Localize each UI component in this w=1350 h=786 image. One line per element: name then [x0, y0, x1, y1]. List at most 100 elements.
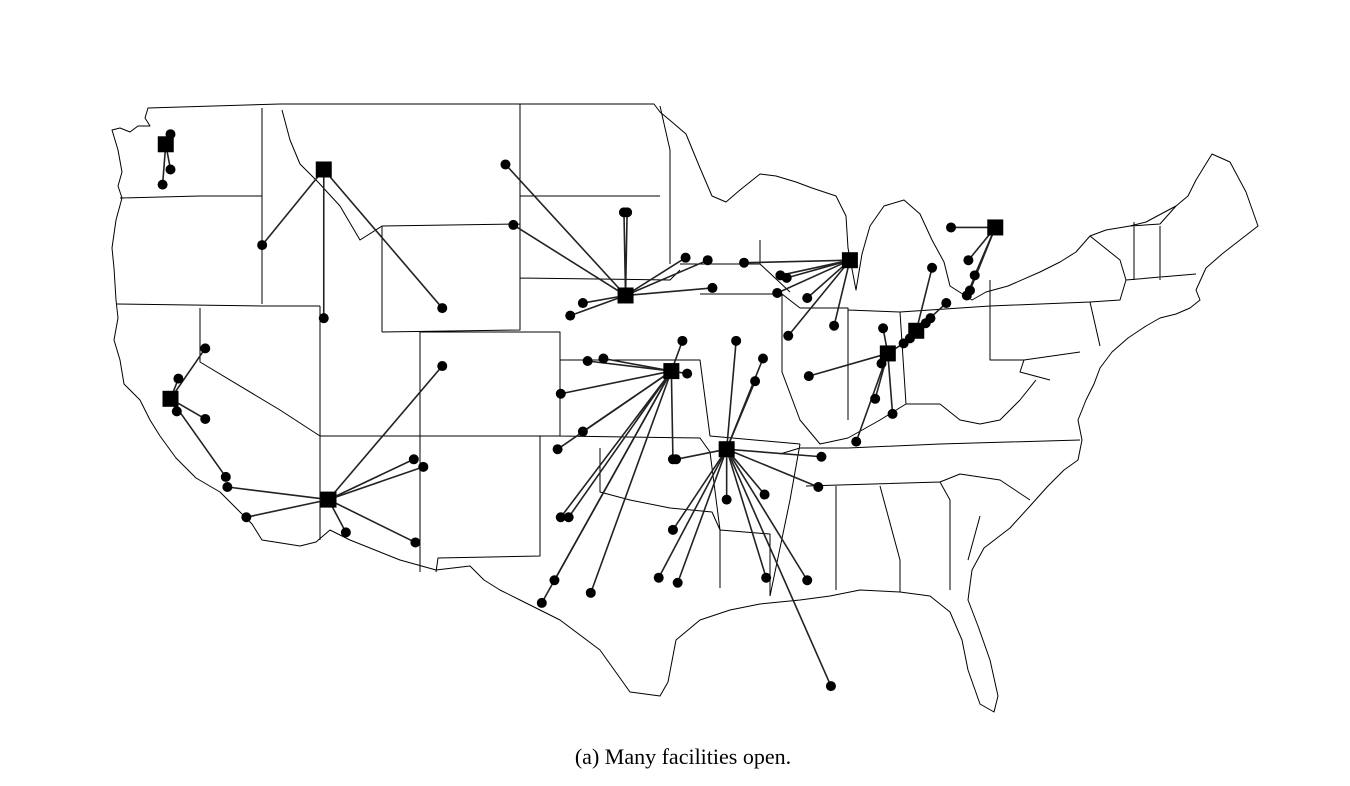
assignment-link	[808, 352, 889, 377]
assignment-link	[725, 448, 767, 578]
customer-point	[870, 393, 881, 404]
customer-point	[851, 436, 862, 447]
assignment-link	[328, 458, 415, 501]
customer-point	[241, 512, 252, 523]
assignment-link	[780, 259, 851, 277]
customer-point	[200, 343, 211, 354]
facility-points	[157, 136, 1004, 508]
customer-point	[946, 222, 957, 233]
assignment-link	[569, 294, 626, 317]
customer-point	[340, 527, 351, 538]
customer-point	[552, 444, 563, 455]
customer-point	[829, 320, 840, 331]
facility-marker	[718, 441, 735, 458]
customer-point	[577, 426, 588, 437]
customer-point	[969, 270, 980, 281]
assignment-link	[725, 340, 737, 450]
assignment-link	[787, 259, 851, 337]
assignment-link	[887, 353, 894, 414]
customer-point	[318, 313, 329, 324]
us-map	[111, 103, 1259, 713]
customer-point	[802, 575, 813, 586]
facility-marker	[879, 345, 896, 362]
assignment-link	[725, 380, 756, 450]
customer-point	[721, 494, 732, 505]
customer-point	[508, 219, 519, 230]
customer-point	[536, 597, 547, 608]
customer-point	[585, 587, 596, 598]
assignment-link	[725, 448, 808, 581]
customer-point	[622, 207, 633, 218]
customer-point	[707, 282, 718, 293]
customer-point	[816, 451, 827, 462]
customer-point	[437, 303, 448, 314]
customer-point	[961, 290, 972, 301]
customer-point	[157, 179, 168, 190]
customer-point	[887, 408, 898, 419]
customer-point	[772, 287, 783, 298]
us-outline	[111, 103, 1259, 713]
assignment-link	[915, 267, 933, 331]
facility-marker	[157, 136, 174, 153]
customer-point	[408, 454, 419, 465]
customer-point	[500, 159, 511, 170]
customer-point	[565, 310, 576, 321]
state-borders	[111, 103, 1259, 713]
customer-point	[927, 262, 938, 273]
customer-point	[671, 454, 682, 465]
facility-marker	[908, 322, 925, 339]
assignment-link	[328, 498, 416, 544]
customer-point	[165, 164, 176, 175]
facility-marker	[162, 390, 179, 407]
customer-point	[783, 330, 794, 341]
assignment-link	[568, 370, 673, 518]
customer-point	[941, 298, 952, 309]
customer-point	[653, 572, 664, 583]
assignment-link	[625, 287, 713, 297]
assignment-link	[833, 260, 851, 326]
customer-point	[758, 353, 768, 364]
customer-point	[222, 482, 233, 492]
assignment-link	[966, 227, 996, 296]
customer-point	[410, 537, 421, 548]
assignment-link	[776, 259, 851, 294]
customer-point	[682, 368, 693, 379]
customer-point	[220, 471, 231, 482]
assignment-link	[169, 347, 206, 400]
assignment-link	[725, 448, 832, 687]
customer-point	[680, 252, 691, 263]
assignment-link	[744, 259, 850, 264]
facility-marker	[617, 287, 634, 304]
assignment-link	[672, 448, 728, 531]
assignment-link	[590, 370, 673, 594]
customer-point	[555, 512, 566, 523]
facility-marker	[315, 161, 332, 178]
assignment-link	[504, 163, 627, 297]
assignment-link	[582, 370, 672, 433]
assignment-link	[227, 486, 329, 501]
facility-marker	[320, 491, 337, 508]
assignment-link	[726, 448, 822, 458]
customer-point	[731, 335, 742, 346]
assignment-link	[560, 370, 672, 518]
customer-point	[750, 376, 761, 387]
customer-point	[549, 575, 560, 586]
assignment-link	[327, 365, 443, 501]
assignment-link	[261, 168, 325, 246]
customer-point	[702, 255, 713, 266]
assignment-link	[676, 448, 728, 584]
customer-point	[739, 257, 750, 268]
customer-point	[813, 482, 824, 492]
customer-point	[963, 255, 974, 266]
facility-marker	[841, 252, 858, 269]
customer-point	[667, 524, 678, 535]
assignment-links	[161, 133, 997, 687]
customer-point	[598, 353, 609, 364]
customer-point	[577, 298, 588, 309]
assignment-link	[624, 212, 628, 296]
customer-points	[157, 129, 980, 692]
customer-point	[825, 681, 836, 692]
customer-point	[803, 371, 814, 382]
assignment-link	[328, 466, 424, 501]
customer-point	[672, 577, 683, 588]
